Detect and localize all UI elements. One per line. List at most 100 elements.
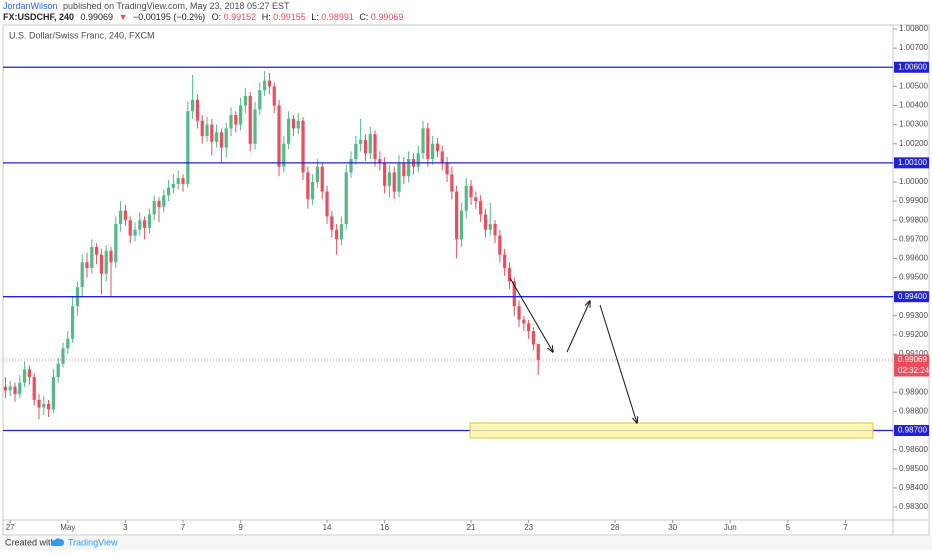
candle-body <box>248 95 252 144</box>
candle-body <box>258 90 262 110</box>
candle-body <box>90 246 94 269</box>
last: 0.99069 <box>81 12 114 22</box>
candle-body <box>527 323 531 332</box>
candle-body <box>531 331 536 345</box>
candle-body <box>387 172 392 186</box>
candle-body <box>133 229 137 236</box>
x-tick-label: 7 <box>181 523 186 532</box>
candle-body <box>47 403 51 410</box>
y-tick-label: 1.00800 <box>899 24 928 33</box>
candle-body <box>421 128 425 154</box>
candle-body <box>440 151 444 163</box>
level-tag <box>894 157 929 169</box>
candle-body <box>325 191 329 217</box>
h-label: H: <box>262 12 271 22</box>
candle-body <box>191 99 195 112</box>
candle-body <box>474 197 478 202</box>
candle-body <box>243 95 248 106</box>
l-label: L: <box>311 12 319 22</box>
arrow <box>509 277 553 352</box>
candle-body <box>162 195 166 207</box>
candle-body <box>483 214 488 230</box>
y-tick-label: 0.98300 <box>899 502 928 511</box>
candle-body <box>239 105 243 125</box>
candle-body <box>215 132 219 142</box>
level-tag-text: 1.00100 <box>898 158 927 167</box>
candle-body <box>85 262 89 269</box>
candle-body <box>373 134 377 160</box>
candle-body <box>176 178 180 184</box>
y-tick-label: 1.00300 <box>899 120 928 129</box>
l: 0.98991 <box>321 12 354 22</box>
candle-body <box>37 399 41 408</box>
x-tick-label: 28 <box>611 523 620 532</box>
candle-body <box>392 172 396 192</box>
candle-body <box>18 382 22 395</box>
o: 0.99152 <box>224 12 257 22</box>
candle-body <box>66 338 70 349</box>
candle-body <box>383 162 387 186</box>
y-tick-label: 1.00000 <box>899 177 928 186</box>
arrow <box>566 301 590 353</box>
brand[interactable]: TradingView <box>68 537 118 547</box>
x-tick-label: 21 <box>467 523 476 532</box>
candle-body <box>435 143 440 152</box>
y-tick-label: 0.99700 <box>899 234 928 243</box>
candle-body <box>128 220 132 236</box>
candle-body <box>219 132 224 148</box>
candle-body <box>61 348 65 364</box>
level-tag <box>894 425 929 437</box>
candle-body <box>42 403 46 408</box>
y-tick-label: 1.00400 <box>899 101 928 110</box>
candle-body <box>56 363 60 377</box>
candle-body <box>23 369 27 383</box>
candle-body <box>282 143 286 167</box>
x-tick-label: 14 <box>323 523 332 532</box>
candle-body <box>335 229 339 240</box>
y-tick-label: 1.00500 <box>899 81 928 90</box>
y-tick-label: 0.98500 <box>899 464 928 473</box>
candle-body <box>104 250 108 274</box>
candle-body <box>80 262 84 288</box>
candle-body <box>455 191 459 240</box>
candle-body <box>536 344 540 360</box>
symbol: FX:USDCHF, 240 <box>3 12 74 22</box>
candle-body <box>71 306 75 339</box>
candle-body <box>114 224 118 263</box>
candle-body <box>517 306 521 320</box>
y-tick-label: 1.00700 <box>899 43 928 52</box>
candle-body <box>296 120 300 129</box>
candle-body <box>152 201 156 215</box>
candle-body <box>493 224 497 236</box>
candle-body <box>349 159 353 173</box>
candle-body <box>32 376 36 400</box>
y-tick-label: 0.98900 <box>899 387 928 396</box>
candle-body <box>469 185 473 198</box>
publish-line: JordanWilson published on TradingView.co… <box>3 1 290 11</box>
footer-bar <box>0 536 932 550</box>
level-tag <box>894 61 929 73</box>
x-tick-label: 30 <box>668 523 677 532</box>
candle-body <box>291 118 296 129</box>
c: 0.99069 <box>371 12 404 22</box>
y-tick-label: 0.99900 <box>899 196 928 205</box>
created-with: Created with <box>5 537 56 547</box>
x-tick-label: 9 <box>238 523 243 532</box>
candle-body <box>143 220 147 228</box>
candle-body <box>301 120 305 173</box>
candle-body <box>512 281 516 307</box>
candle-body <box>459 210 464 240</box>
y-tick-label: 0.98800 <box>899 407 928 416</box>
chart-title: U.S. Dollar/Swiss Franc, 240, FXCM <box>9 30 155 40</box>
x-tick-label: 5 <box>786 523 791 532</box>
last-price-tag <box>894 354 929 377</box>
frame <box>2 24 930 536</box>
candle-body <box>330 216 334 230</box>
symbol-line: FX:USDCHF, 240 0.99069 ▼ −0.00195 (−0.2%… <box>3 12 403 22</box>
candle-body <box>368 134 372 154</box>
o-label: O: <box>212 12 222 22</box>
candle-body <box>195 99 200 121</box>
author[interactable]: JordanWilson <box>3 1 58 11</box>
x-tick-label: 16 <box>380 523 389 532</box>
